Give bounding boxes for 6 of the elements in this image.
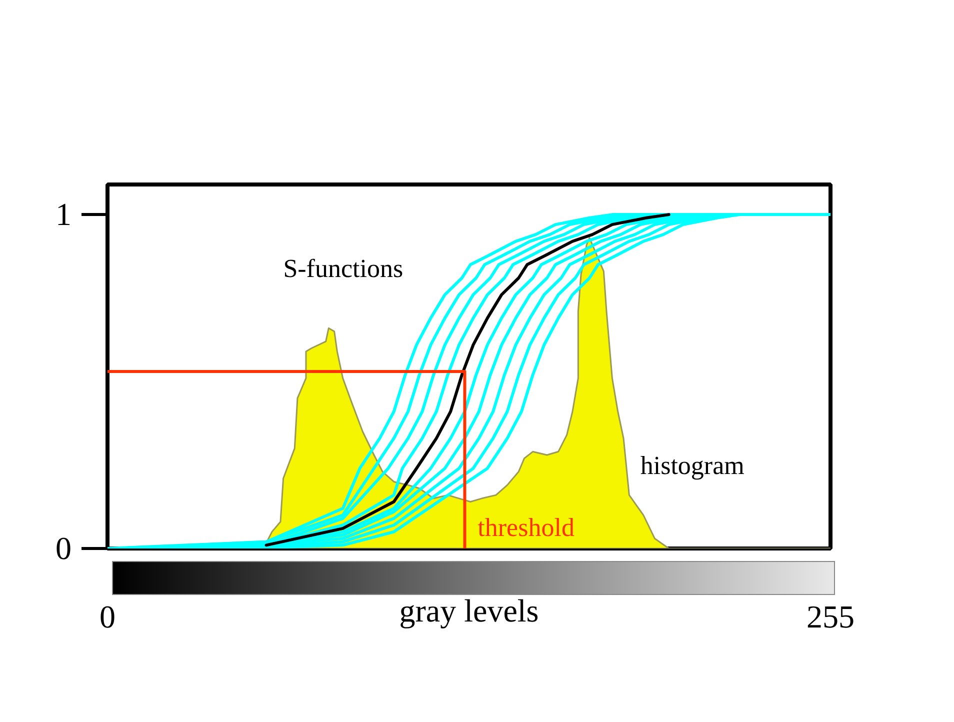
series-label: threshold (478, 512, 574, 542)
series-label: histogram (640, 451, 744, 480)
x-axis-title: gray levels (399, 592, 539, 628)
series-label: S-functions (283, 254, 404, 284)
x-tick-label: 255 (806, 598, 854, 634)
y-tick-label: 1 (56, 196, 72, 232)
